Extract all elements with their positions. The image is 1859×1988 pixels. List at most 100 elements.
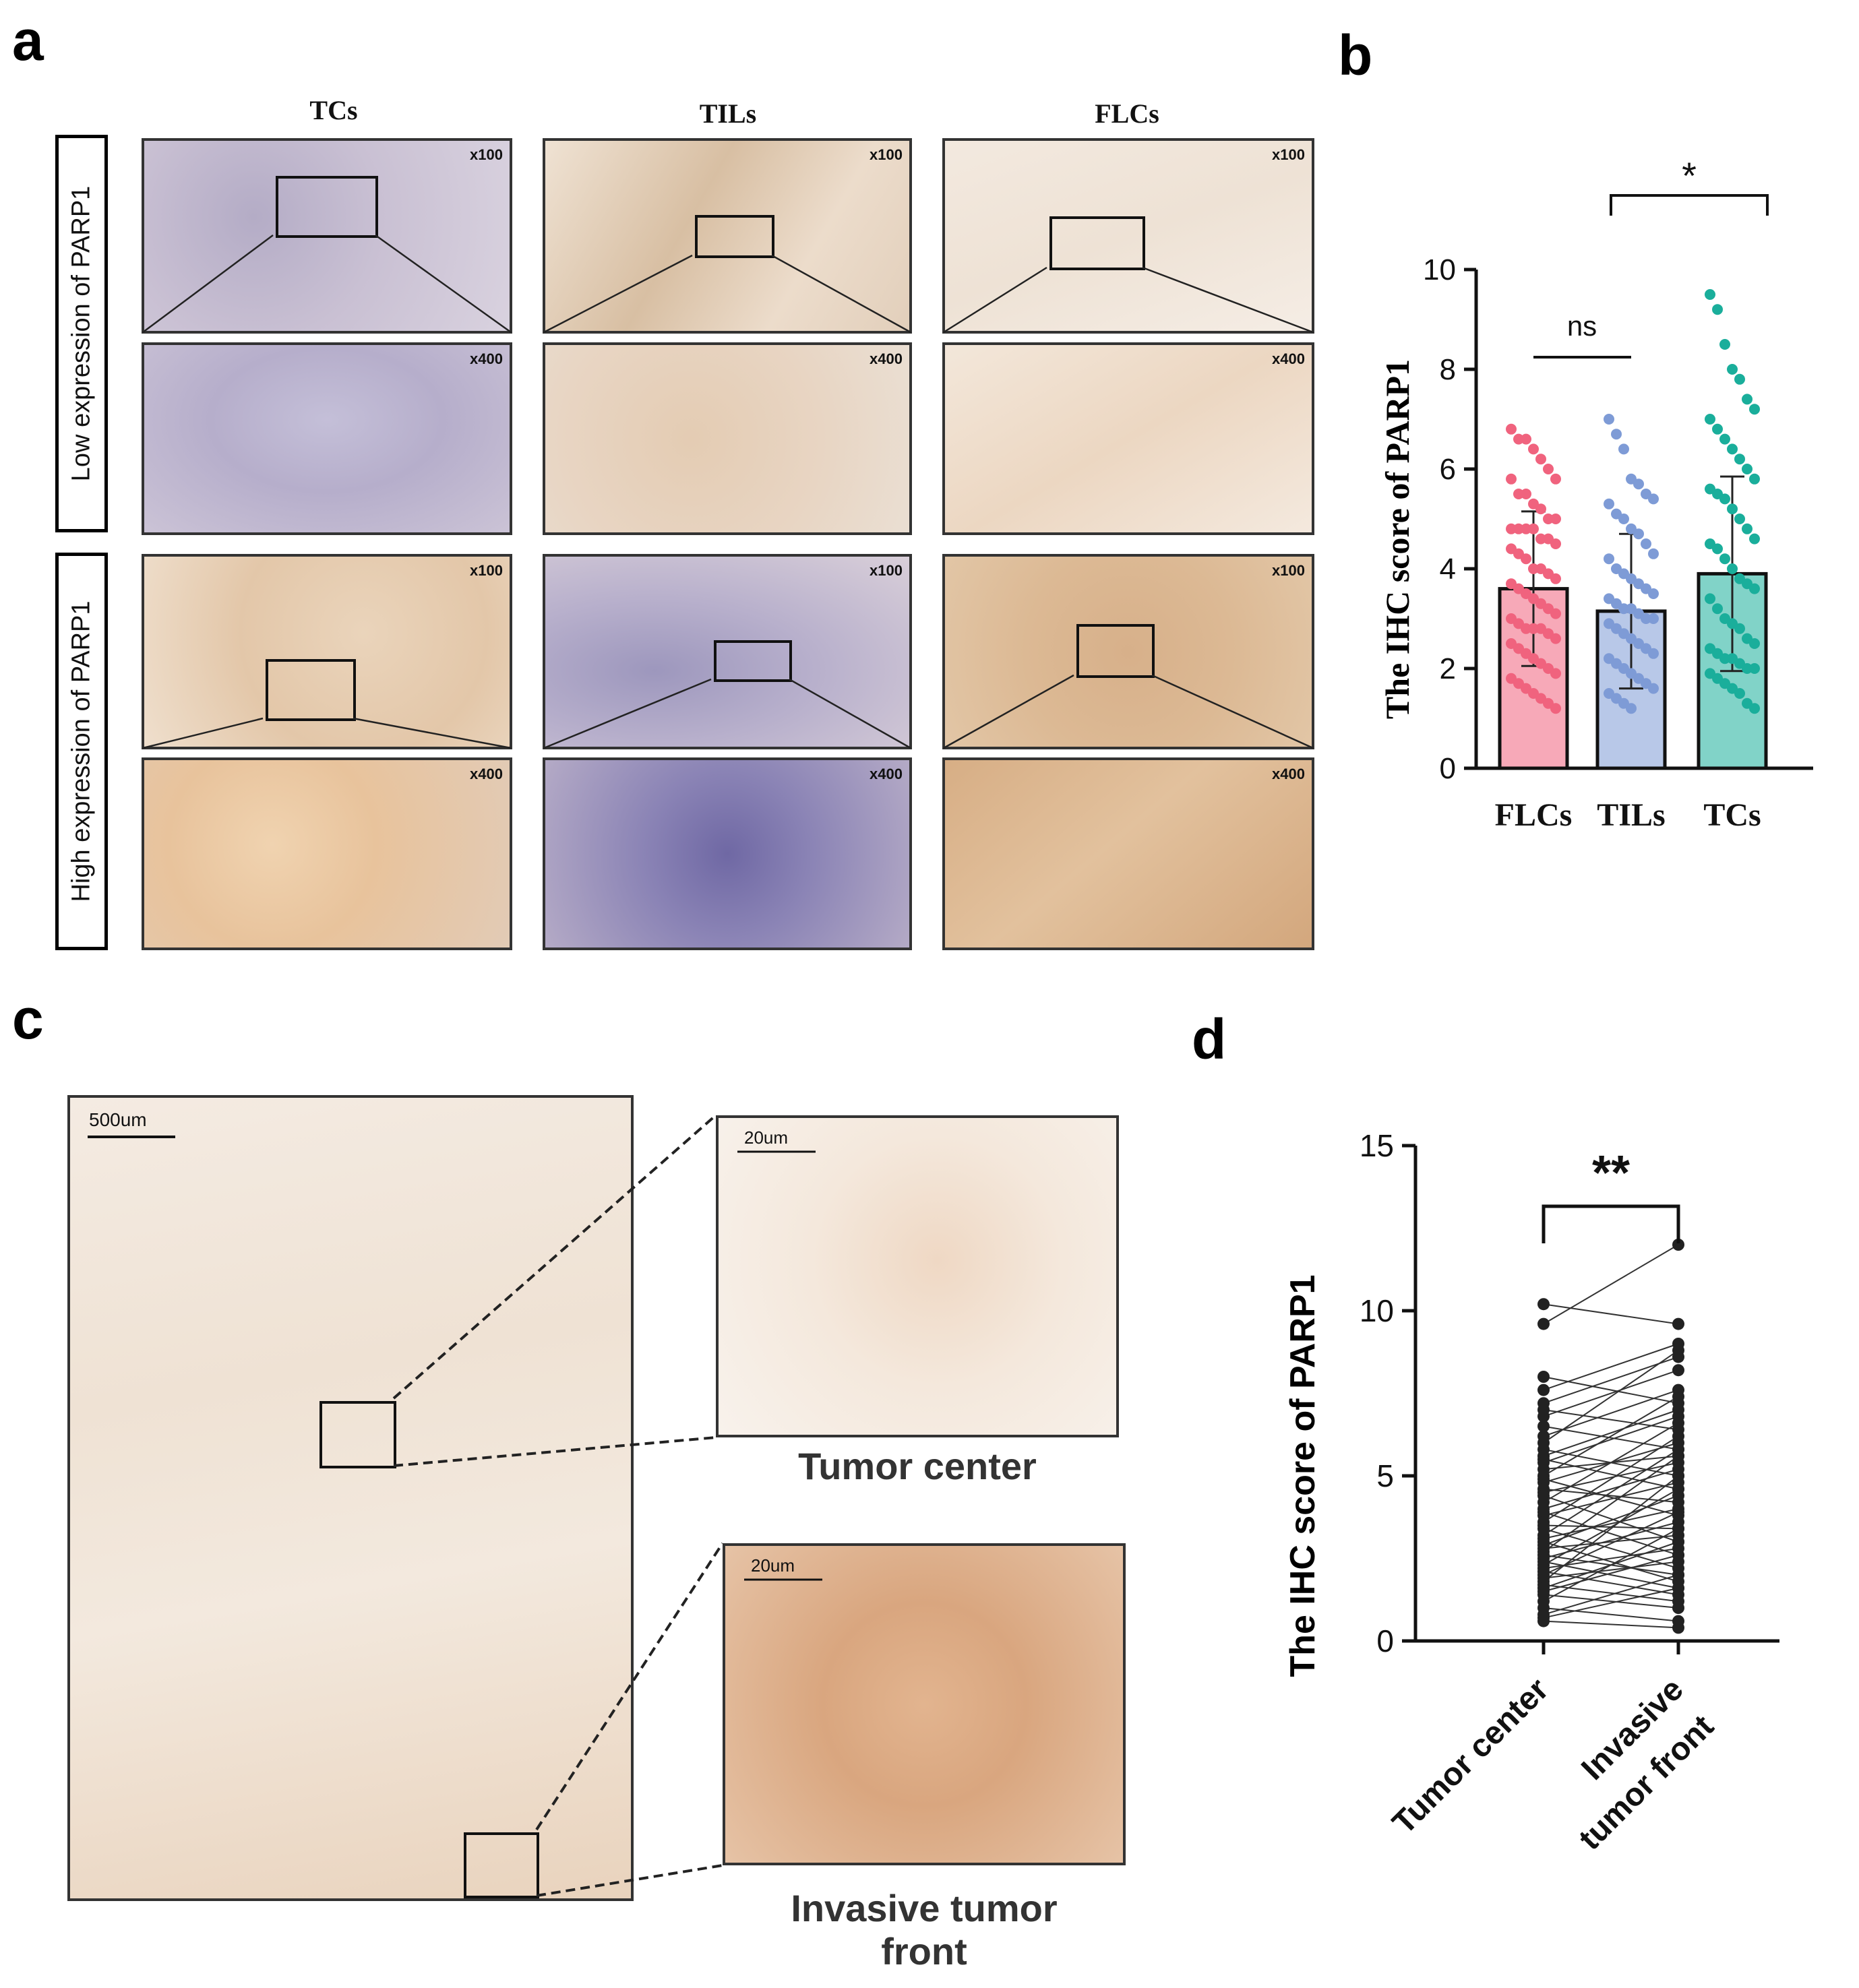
chart-b-point-tcs (1734, 514, 1745, 524)
zoom-region-box (1076, 624, 1155, 678)
micrograph-tcs-low-x400: x400 (142, 342, 512, 535)
chart-d-pair-line (1543, 1620, 1679, 1629)
zoom-region-box (1049, 216, 1145, 270)
scale-bar-main: 500um (88, 1109, 175, 1138)
micrograph-flcs-high-x400: x400 (942, 757, 1314, 950)
panel-b-bar-chart: The IHC score of PARP1 0 2 4 6 8 10 FLCs TILs TC… (1378, 154, 1813, 833)
chart-b-sig-label-ns: ns (1567, 310, 1597, 342)
chart-d-pair-line (1543, 1349, 1679, 1443)
chart-d-pair-line (1543, 1376, 1679, 1404)
magnification-label: x400 (1272, 350, 1305, 367)
chart-b-point-tils (1604, 414, 1614, 425)
chart-b-point-tils (1618, 443, 1629, 455)
chart-d-pair-line (1543, 1541, 1679, 1582)
magnification-label: x100 (870, 146, 903, 163)
chart-b-point-tils (1633, 478, 1644, 490)
column-header-flcs: FLCs (1095, 98, 1159, 129)
chart-d-pair-line (1543, 1488, 1679, 1503)
chart-b-point-flcs (1550, 633, 1561, 644)
micrograph-tils-low-x100: x100 (543, 138, 912, 334)
chart-d-pair-line (1543, 1475, 1679, 1582)
chart-b-point-tils (1648, 493, 1659, 505)
chart-d-pair-line (1543, 1495, 1679, 1543)
column-header-tcs: TCs (309, 95, 358, 125)
chart-b-xtick-label: TILs (1597, 797, 1665, 833)
chart-b-point-flcs (1506, 473, 1517, 485)
chart-d-sig-bracket (1542, 1204, 1680, 1243)
chart-b-point-tcs (1749, 473, 1760, 485)
chart-b-point-tcs (1719, 653, 1730, 664)
chart-d-pair-line (1543, 1495, 1679, 1546)
chart-d-pair-line (1543, 1554, 1679, 1592)
chart-b-point-tils (1641, 538, 1651, 549)
inset-label-invasive-front: Invasive tumor front (716, 1887, 1132, 1974)
scale-label-inset: 20um (751, 1555, 795, 1576)
chart-b-point-flcs (1550, 538, 1561, 549)
chart-b-point-tcs (1734, 688, 1745, 699)
chart-b-point-tils (1648, 613, 1659, 624)
chart-d-pair-line (1543, 1425, 1679, 1450)
chart-d-pair-line (1543, 1488, 1679, 1566)
chart-b-point-flcs (1521, 623, 1531, 634)
inset-tumor-center: 20um (716, 1115, 1119, 1437)
chart-b-point-tcs (1719, 339, 1730, 350)
micrograph-tils-low-x400: x400 (543, 342, 912, 535)
chart-b-point-tcs (1734, 454, 1745, 465)
chart-b-point-tcs (1719, 493, 1730, 505)
chart-b-xtick-label: FLCs (1495, 797, 1573, 833)
chart-d-point-invasive-front (1672, 1390, 1684, 1403)
chart-d-point-invasive-front (1672, 1602, 1684, 1614)
chart-d-ytick-label: 5 (1376, 1458, 1394, 1493)
column-header-tils: TILs (699, 98, 757, 129)
chart-d-point-invasive-front (1672, 1317, 1684, 1330)
chart-d-pair-line (1543, 1534, 1679, 1549)
chart-b-point-tcs (1727, 503, 1738, 515)
chart-b-point-tcs (1742, 663, 1753, 674)
chart-d-point-invasive-front (1672, 1549, 1684, 1561)
chart-d-pair-line (1543, 1594, 1679, 1609)
chart-d-pair-line (1543, 1508, 1679, 1540)
zoom-region-invasive-front (464, 1832, 539, 1898)
magnification-label: x400 (870, 766, 903, 782)
panel-d-paired-chart: The IHC score of PARP1 0 5 10 15 Tumor cente… (1283, 1128, 1779, 1857)
chart-b-ytick-label: 6 (1440, 453, 1456, 486)
chart-d-pair-line (1543, 1561, 1679, 1589)
chart-b-point-tcs (1719, 433, 1730, 445)
magnification-label: x100 (470, 146, 503, 163)
scale-bar-inset-bottom: 20um (744, 1555, 822, 1581)
chart-b-ytick-label: 4 (1440, 553, 1456, 586)
chart-d-ylabel: The IHC score of PARP1 (1283, 1274, 1322, 1677)
chart-d-pair-line (1543, 1343, 1679, 1391)
panel-label-a: a (12, 9, 44, 72)
chart-d-sig-label: ** (1592, 1146, 1630, 1200)
row-label-low-box: Low expression of PARP1 (55, 135, 108, 532)
chart-d-pair-line (1543, 1303, 1679, 1325)
zoom-region-tumor-center (319, 1401, 396, 1468)
chart-d-pair-line (1543, 1448, 1679, 1536)
chart-b-point-flcs (1535, 533, 1546, 545)
chart-b-point-flcs (1528, 443, 1539, 455)
scale-bar-inset-top: 20um (737, 1127, 816, 1153)
zoom-region-box (714, 640, 792, 682)
scale-label-inset: 20um (744, 1127, 788, 1148)
panel-label-b: b (1338, 24, 1373, 87)
magnification-label: x400 (1272, 766, 1305, 782)
chart-b-point-tcs (1749, 583, 1760, 594)
chart-d-point-tumor-center (1537, 1384, 1550, 1396)
chart-b-ylabel: The IHC score of PARP1 (1378, 359, 1416, 719)
chart-b-point-flcs (1528, 563, 1539, 574)
micrograph-flcs-low-x400: x400 (942, 342, 1314, 535)
chart-d-pair-line (1543, 1528, 1679, 1603)
chart-b-point-tils (1604, 553, 1614, 565)
chart-d-point-invasive-front (1672, 1569, 1684, 1581)
chart-b-point-tcs (1719, 553, 1730, 565)
row-label-high-expression: High expression of PARP1 (67, 600, 96, 902)
chart-d-pair-line (1543, 1584, 1679, 1603)
chart-b-point-flcs (1550, 703, 1561, 714)
chart-d-point-tumor-center (1537, 1420, 1550, 1433)
chart-d-point-invasive-front (1672, 1364, 1684, 1377)
chart-d-ytick-label: 15 (1360, 1128, 1394, 1163)
chart-d-pair-line (1543, 1462, 1679, 1493)
chart-b-point-tcs (1712, 543, 1723, 555)
